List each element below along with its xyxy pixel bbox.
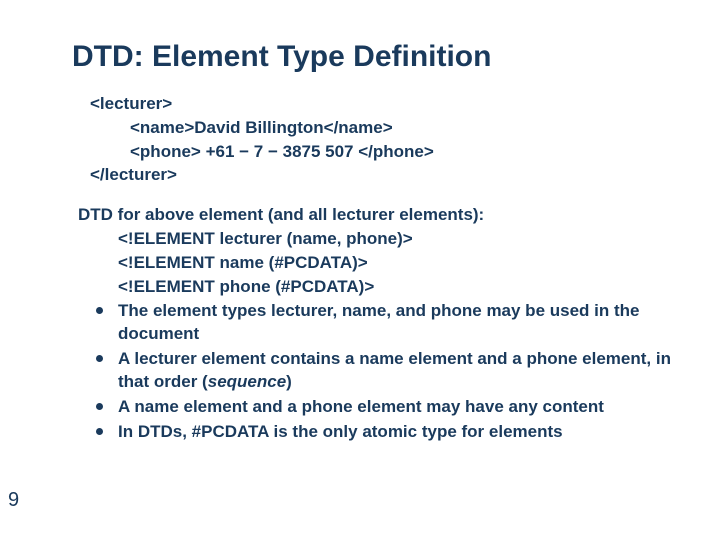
dtd-line: <!ELEMENT name (#PCDATA)> (118, 251, 680, 275)
list-item: The element types lecturer, name, and ph… (90, 300, 680, 346)
code-line: <phone> +61 − 7 − 3875 507 </phone> (130, 140, 680, 164)
bullet-text: The element types lecturer, name, and ph… (118, 301, 639, 343)
bullet-text-part: A lecturer element contains a name eleme… (118, 349, 671, 391)
slide-title: DTD: Element Type Definition (72, 40, 680, 74)
dtd-block: <!ELEMENT lecturer (name, phone)> <!ELEM… (118, 227, 680, 298)
section-heading: DTD for above element (and all lecturer … (78, 203, 680, 227)
bullet-text-part: ) (286, 372, 292, 391)
list-item: A name element and a phone element may h… (90, 396, 680, 419)
page-number: 9 (8, 489, 19, 512)
list-item: In DTDs, #PCDATA is the only atomic type… (90, 421, 680, 444)
slide: DTD: Element Type Definition <lecturer> … (0, 0, 720, 540)
bullet-text-italic: sequence (208, 372, 286, 391)
list-item: A lecturer element contains a name eleme… (90, 348, 680, 394)
dtd-line: <!ELEMENT lecturer (name, phone)> (118, 227, 680, 251)
dtd-line: <!ELEMENT phone (#PCDATA)> (118, 275, 680, 299)
bullet-list: The element types lecturer, name, and ph… (90, 300, 680, 444)
xml-example: <lecturer> <name>David Billington</name>… (90, 92, 680, 187)
bullet-text: In DTDs, #PCDATA is the only atomic type… (118, 422, 563, 441)
code-line: <name>David Billington</name> (130, 116, 680, 140)
code-line: <lecturer> (90, 92, 680, 116)
bullet-text: A name element and a phone element may h… (118, 397, 604, 416)
code-line: </lecturer> (90, 163, 680, 187)
